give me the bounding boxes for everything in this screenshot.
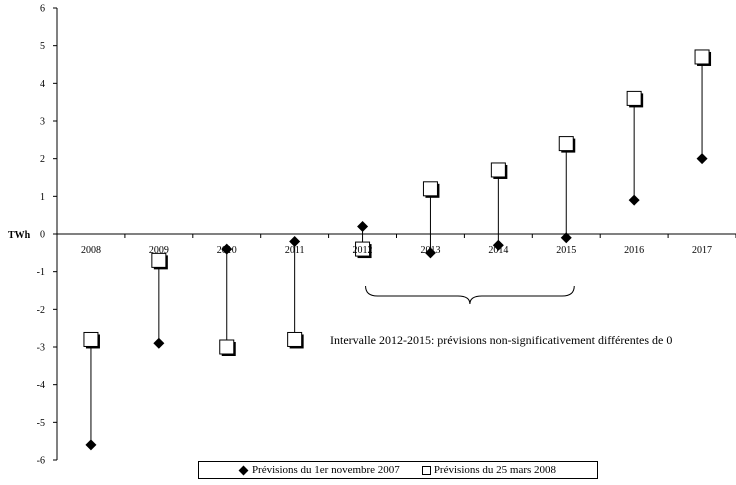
square-point — [151, 252, 167, 268]
x-tick-label: 2011 — [285, 245, 305, 256]
x-tick-label: 2008 — [81, 245, 101, 256]
y-tick-label: 4 — [40, 79, 45, 90]
square-point — [287, 331, 303, 347]
x-tick-label: 2009 — [149, 245, 169, 256]
y-tick-label: 5 — [40, 41, 45, 52]
y-tick-label: 2 — [40, 154, 45, 165]
y-tick-label: 0 — [40, 230, 45, 241]
interval-annotation: Intervalle 2012-2015: prévisions non-sig… — [330, 333, 673, 347]
diamond-point — [560, 232, 572, 244]
axes — [53, 7, 736, 461]
legend-label-mar-2008: Prévisions du 25 mars 2008 — [433, 464, 557, 476]
legend-item-nov-2007: Prévisions du 1er novembre 2007 — [238, 464, 400, 476]
diamond-point — [221, 243, 233, 255]
square-point — [694, 49, 710, 65]
y-tick-label: 3 — [40, 117, 45, 128]
square-point — [558, 136, 574, 152]
connector-lines — [90, 56, 703, 445]
legend: Prévisions du 1er novembre 2007 Prévisio… — [198, 461, 598, 479]
y-tick-label: 1 — [40, 192, 45, 203]
y-tick-label: -6 — [37, 456, 45, 467]
square-point — [83, 331, 99, 347]
diamond-point — [492, 239, 504, 251]
diamond-point — [357, 220, 369, 232]
y-tick-label: -1 — [37, 267, 45, 278]
x-tick-label: 2017 — [692, 245, 712, 256]
data-marks — [83, 49, 712, 451]
diamond-point — [628, 194, 640, 206]
x-tick-label: 2010 — [217, 245, 237, 256]
x-tick-label: 2015 — [556, 245, 576, 256]
y-tick-label: -2 — [37, 305, 45, 316]
square-point — [422, 181, 438, 197]
x-tick-label: 2013 — [420, 245, 440, 256]
diamond-marker-icon — [238, 465, 249, 475]
diamond-point — [696, 153, 708, 165]
x-tick-label: 2012 — [353, 245, 373, 256]
x-tick-label: 2016 — [624, 245, 644, 256]
x-tick-label: 2014 — [488, 245, 508, 256]
square-point — [626, 90, 642, 106]
tick-labels: 6 5 4 3 2 1 0 -1 -2 -3 -4 -5 -6 TWh 2008 2009 2010 2011 20… — [8, 4, 712, 467]
y-tick-label: -5 — [37, 418, 45, 429]
legend-label-nov-2007: Prévisions du 1er novembre 2007 — [251, 464, 400, 476]
diamond-point — [424, 247, 436, 259]
y-tick-label: 6 — [40, 4, 45, 15]
square-point — [355, 241, 371, 257]
curly-bracket — [365, 285, 575, 305]
interval-bracket — [365, 285, 575, 305]
square-point — [490, 162, 506, 178]
diamond-point — [289, 236, 301, 248]
y-tick-label: -3 — [37, 343, 45, 354]
y-tick-label: -4 — [37, 380, 45, 391]
diamond-point — [85, 439, 97, 451]
y-axis-label: TWh — [8, 230, 31, 241]
legend-item-mar-2008: Prévisions du 25 mars 2008 — [421, 464, 557, 476]
square-marker-icon — [421, 465, 431, 475]
square-point — [219, 339, 235, 355]
diamond-point — [153, 337, 165, 349]
